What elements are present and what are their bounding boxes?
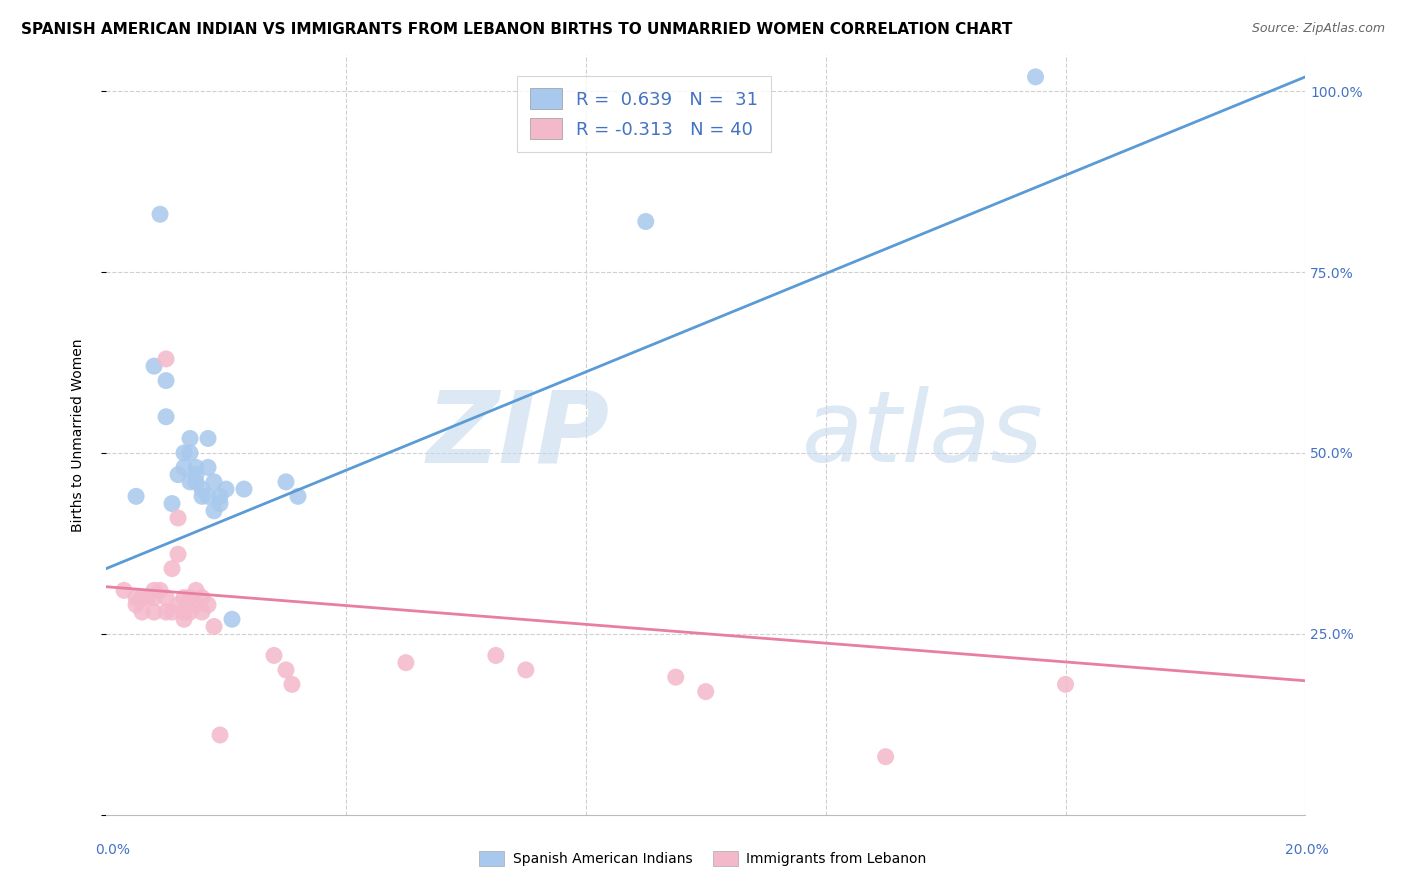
Point bbox=[179, 591, 201, 605]
Point bbox=[191, 591, 214, 605]
Point bbox=[665, 670, 688, 684]
Point bbox=[167, 547, 190, 561]
Point bbox=[155, 605, 177, 619]
Point bbox=[143, 605, 166, 619]
Point bbox=[281, 677, 304, 691]
Y-axis label: Births to Unmarried Women: Births to Unmarried Women bbox=[72, 338, 86, 532]
Point bbox=[191, 605, 214, 619]
Point bbox=[695, 684, 717, 698]
Point bbox=[197, 598, 219, 612]
Point bbox=[167, 511, 190, 525]
Legend: R =  0.639   N =  31, R = -0.313   N = 40: R = 0.639 N = 31, R = -0.313 N = 40 bbox=[517, 76, 770, 152]
Point bbox=[173, 605, 195, 619]
Point bbox=[221, 612, 243, 626]
Point bbox=[191, 482, 214, 496]
Point bbox=[125, 591, 148, 605]
Point bbox=[202, 619, 225, 633]
Point bbox=[263, 648, 285, 663]
Point bbox=[155, 591, 177, 605]
Point bbox=[160, 497, 183, 511]
Point bbox=[208, 728, 231, 742]
Point bbox=[179, 475, 201, 489]
Point bbox=[149, 583, 172, 598]
Point bbox=[184, 475, 207, 489]
Point bbox=[160, 562, 183, 576]
Point bbox=[155, 351, 177, 366]
Legend: Spanish American Indians, Immigrants from Lebanon: Spanish American Indians, Immigrants fro… bbox=[474, 846, 932, 871]
Point bbox=[125, 598, 148, 612]
Point bbox=[202, 504, 225, 518]
Point bbox=[173, 460, 195, 475]
Point bbox=[197, 460, 219, 475]
Point bbox=[179, 446, 201, 460]
Text: Source: ZipAtlas.com: Source: ZipAtlas.com bbox=[1251, 22, 1385, 36]
Text: ZIP: ZIP bbox=[427, 386, 610, 483]
Text: 20.0%: 20.0% bbox=[1285, 843, 1329, 857]
Point bbox=[184, 467, 207, 482]
Point bbox=[1025, 70, 1047, 84]
Point bbox=[1054, 677, 1077, 691]
Point bbox=[515, 663, 537, 677]
Point bbox=[136, 591, 159, 605]
Point bbox=[173, 612, 195, 626]
Point bbox=[208, 497, 231, 511]
Point bbox=[197, 432, 219, 446]
Point bbox=[143, 359, 166, 373]
Point bbox=[131, 591, 153, 605]
Point bbox=[173, 446, 195, 460]
Point bbox=[155, 409, 177, 424]
Point bbox=[287, 489, 309, 503]
Point bbox=[184, 598, 207, 612]
Point bbox=[143, 591, 166, 605]
Point bbox=[208, 489, 231, 503]
Point bbox=[179, 432, 201, 446]
Point bbox=[634, 214, 657, 228]
Point bbox=[395, 656, 418, 670]
Text: atlas: atlas bbox=[801, 386, 1043, 483]
Point bbox=[179, 605, 201, 619]
Point bbox=[160, 605, 183, 619]
Text: SPANISH AMERICAN INDIAN VS IMMIGRANTS FROM LEBANON BIRTHS TO UNMARRIED WOMEN COR: SPANISH AMERICAN INDIAN VS IMMIGRANTS FR… bbox=[21, 22, 1012, 37]
Point bbox=[202, 475, 225, 489]
Point bbox=[184, 460, 207, 475]
Point bbox=[125, 489, 148, 503]
Point bbox=[167, 598, 190, 612]
Point bbox=[233, 482, 256, 496]
Point bbox=[112, 583, 135, 598]
Text: 0.0%: 0.0% bbox=[96, 843, 131, 857]
Point bbox=[149, 207, 172, 221]
Point bbox=[131, 605, 153, 619]
Point bbox=[274, 475, 297, 489]
Point bbox=[485, 648, 508, 663]
Point bbox=[155, 374, 177, 388]
Point bbox=[184, 583, 207, 598]
Point bbox=[191, 489, 214, 503]
Point bbox=[274, 663, 297, 677]
Point bbox=[167, 467, 190, 482]
Point bbox=[173, 591, 195, 605]
Point bbox=[197, 489, 219, 503]
Point bbox=[875, 749, 897, 764]
Point bbox=[215, 482, 238, 496]
Point bbox=[143, 583, 166, 598]
